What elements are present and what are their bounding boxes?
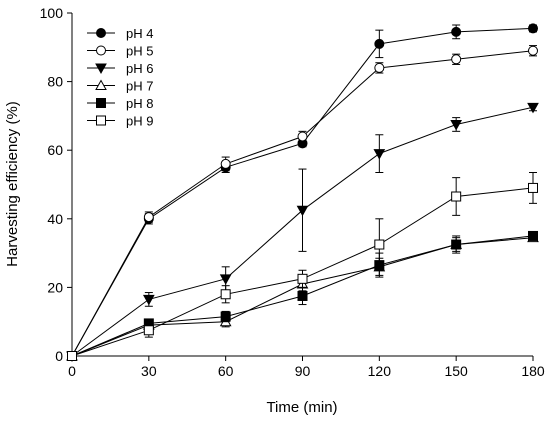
legend-entry: pH 4 (87, 26, 153, 41)
data-point (527, 102, 539, 114)
legend-entry: pH 7 (87, 79, 153, 94)
data-point (297, 131, 308, 142)
data-point (450, 119, 463, 131)
data-point (451, 26, 462, 37)
data-point (219, 274, 232, 285)
data-point (373, 149, 386, 160)
series-3 (66, 102, 539, 363)
y-tick-label: 60 (47, 142, 63, 158)
legend-label: pH 5 (126, 44, 153, 59)
series-layer (66, 23, 539, 363)
legend-marker (96, 115, 106, 126)
data-point (220, 289, 231, 300)
data-point (528, 23, 538, 34)
x-tick-label: 60 (218, 363, 234, 379)
data-point (451, 54, 462, 65)
data-point (143, 212, 154, 223)
data-point (143, 325, 154, 336)
data-point (220, 311, 231, 322)
y-tick-label: 80 (47, 74, 63, 90)
series-6 (67, 171, 538, 361)
x-tick-label: 180 (521, 363, 545, 379)
y-axis-title: Harvesting efficiency (%) (4, 101, 21, 267)
legend-entry: pH 9 (87, 114, 153, 129)
data-point (451, 239, 462, 250)
axes: 0 30 60 90 120 150 180 0 20 40 60 80 100 (40, 5, 545, 379)
legend-label: pH 4 (126, 26, 153, 41)
data-point (297, 273, 308, 284)
data-point (296, 205, 309, 217)
legend-label: pH 9 (126, 114, 153, 129)
x-tick-label: 90 (295, 363, 311, 379)
legend-label: pH 6 (126, 61, 153, 76)
data-point (220, 158, 231, 169)
legend-entry: pH 8 (87, 96, 153, 111)
y-tick-label: 0 (55, 348, 63, 364)
y-tick-label: 20 (47, 279, 63, 295)
data-point (374, 38, 385, 49)
legend-marker (96, 45, 106, 56)
y-tick-label: 40 (47, 211, 63, 227)
legend-marker (95, 63, 107, 75)
data-point (67, 351, 77, 361)
x-axis-title: Time (min) (266, 399, 337, 416)
data-point (374, 62, 385, 73)
data-point (528, 45, 538, 56)
data-point (528, 230, 538, 241)
data-point (374, 239, 385, 250)
data-point (297, 290, 308, 301)
legend-label: pH 8 (126, 96, 153, 111)
x-tick-label: 120 (368, 363, 392, 379)
legend-marker (95, 79, 107, 90)
legend-entry: pH 6 (87, 61, 153, 76)
legend: pH 4 pH 5 pH 6 pH 7 pH 8 pH 9 (87, 26, 153, 129)
data-point (142, 294, 155, 306)
x-tick-label: 30 (141, 363, 157, 379)
legend-marker (96, 98, 106, 108)
data-point (528, 182, 538, 193)
legend-entry: pH 5 (87, 44, 153, 59)
data-point (451, 191, 462, 202)
y-tick-label: 100 (40, 5, 64, 21)
legend-label: pH 7 (126, 79, 153, 94)
legend-marker (96, 28, 106, 38)
x-tick-label: 0 (68, 363, 76, 379)
x-tick-label: 150 (444, 363, 468, 379)
